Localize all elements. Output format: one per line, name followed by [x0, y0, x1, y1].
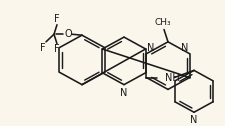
Text: N: N [189, 115, 197, 125]
Polygon shape [146, 42, 189, 89]
Text: N: N [180, 43, 188, 53]
Text: N: N [120, 88, 127, 98]
Text: O: O [64, 29, 72, 39]
Text: F: F [54, 14, 60, 24]
Text: CH₃: CH₃ [154, 18, 171, 27]
Text: F: F [54, 44, 60, 54]
Polygon shape [59, 35, 104, 85]
Text: N: N [147, 43, 154, 53]
Polygon shape [102, 37, 145, 85]
Polygon shape [174, 70, 212, 112]
Text: NH: NH [165, 73, 179, 83]
Text: F: F [40, 43, 46, 53]
